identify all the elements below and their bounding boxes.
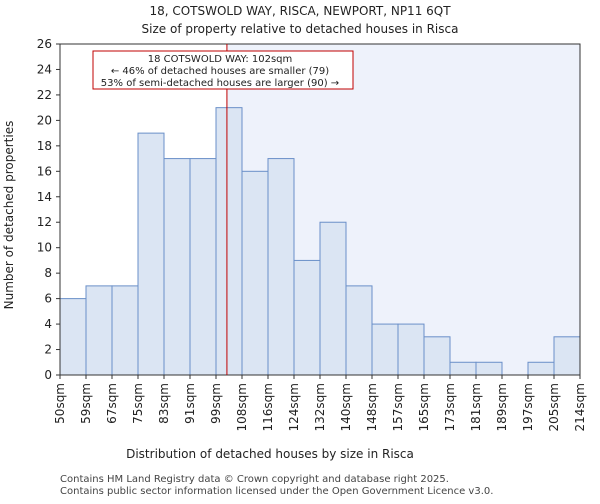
y-tick-label: 22 [37, 88, 52, 102]
y-tick-label: 0 [44, 368, 52, 382]
footer-line-2: Contains public sector information licen… [60, 486, 493, 497]
annotation-box: 18 COTSWOLD WAY: 102sqm ← 46% of detache… [92, 50, 354, 90]
bar-181sqm [475, 361, 503, 376]
bar-148sqm [371, 323, 399, 376]
y-tick-label: 16 [37, 164, 52, 178]
x-tick-label: 75sqm [131, 383, 145, 424]
bar-132sqm [319, 221, 347, 376]
bar-157sqm [397, 323, 425, 376]
y-tick-label: 8 [44, 266, 52, 280]
y-tick-label: 12 [37, 215, 52, 229]
y-tick-label: 14 [37, 190, 52, 204]
bar-91sqm [189, 158, 217, 376]
x-tick-label: 59sqm [79, 383, 93, 424]
x-tick-label: 50sqm [53, 383, 67, 424]
x-tick-label: 124sqm [287, 383, 301, 431]
y-tick-label: 2 [44, 343, 52, 357]
x-tick-label: 140sqm [339, 383, 353, 431]
bar-67sqm [111, 285, 139, 376]
y-tick-label: 26 [37, 37, 52, 51]
bar-197sqm [527, 361, 555, 376]
y-tick-label: 10 [37, 241, 52, 255]
x-tick-label: 99sqm [209, 383, 223, 424]
bar-140sqm [345, 285, 373, 376]
chart-title: 18, COTSWOLD WAY, RISCA, NEWPORT, NP11 6… [149, 4, 451, 18]
bar-205sqm [553, 336, 581, 376]
bar-116sqm [267, 158, 295, 376]
bar-124sqm [293, 259, 321, 376]
y-tick-label: 6 [44, 292, 52, 306]
x-tick-label: 189sqm [495, 383, 509, 431]
x-tick-label: 181sqm [469, 383, 483, 431]
y-tick-label: 24 [37, 62, 52, 76]
x-tick-label: 116sqm [261, 383, 275, 431]
x-tick-label: 108sqm [235, 383, 249, 431]
bars-group [59, 107, 581, 376]
bar-59sqm [85, 285, 113, 376]
x-tick-label: 173sqm [443, 383, 457, 431]
bar-99sqm [215, 107, 243, 376]
y-axis-title: Number of detached properties [2, 121, 16, 310]
annotation-line-3: 53% of semi-detached houses are larger (… [101, 78, 339, 89]
x-tick-label: 83sqm [157, 383, 171, 424]
x-tick-label: 214sqm [573, 383, 587, 431]
x-axis-title: Distribution of detached houses by size … [126, 447, 414, 461]
bar-83sqm [163, 158, 191, 376]
bar-75sqm [137, 132, 165, 376]
footer-line-1: Contains HM Land Registry data © Crown c… [60, 474, 449, 485]
bar-50sqm [59, 298, 87, 376]
bar-108sqm [241, 170, 269, 376]
y-tick-label: 4 [44, 317, 52, 331]
chart-subtitle: Size of property relative to detached ho… [142, 22, 459, 36]
x-tick-label: 157sqm [391, 383, 405, 431]
y-tick-label: 20 [37, 113, 52, 127]
annotation-line-2: ← 46% of detached houses are smaller (79… [111, 66, 329, 77]
bar-165sqm [423, 336, 451, 376]
y-tick-label: 18 [37, 139, 52, 153]
x-tick-label: 197sqm [521, 383, 535, 431]
bar-173sqm [449, 361, 477, 376]
x-tick-label: 91sqm [183, 383, 197, 424]
x-tick-label: 205sqm [547, 383, 561, 431]
annotation-line-1: 18 COTSWOLD WAY: 102sqm [148, 54, 293, 65]
x-tick-label: 165sqm [417, 383, 431, 431]
x-axis: 50sqm 59sqm 67sqm 75sqm 83sqm 91sqm 99sqm 108sq… [53, 375, 587, 431]
x-tick-label: 148sqm [365, 383, 379, 431]
annotation-border [92, 50, 354, 90]
x-tick-label: 132sqm [313, 383, 327, 431]
x-tick-label: 67sqm [105, 383, 119, 424]
